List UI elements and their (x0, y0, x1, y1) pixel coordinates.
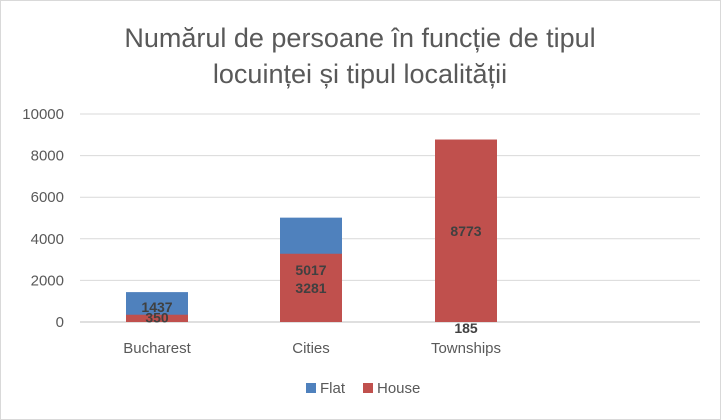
legend-label-house: House (377, 380, 420, 397)
y-tick-label: 6000 (31, 189, 64, 206)
legend-swatch-flat (306, 383, 316, 393)
x-tick-label: Townships (431, 340, 501, 357)
y-tick-label: 8000 (31, 148, 64, 165)
x-tick-label: Cities (292, 340, 330, 357)
chart-title-line-1: Numărul de persoane în funcție de tipul (124, 23, 595, 53)
data-label: 350 (145, 310, 169, 326)
y-tick-label: 2000 (31, 272, 64, 289)
legend-label-flat: Flat (320, 380, 346, 397)
bars (126, 139, 497, 322)
x-axis: Bucharest Cities Townships (123, 340, 501, 357)
gridlines (80, 113, 700, 323)
x-tick-label: Bucharest (123, 340, 191, 357)
legend: Flat House (306, 380, 420, 397)
data-label: 5017 (295, 262, 326, 278)
data-label: 185 (454, 320, 478, 336)
y-axis: 0 2000 4000 6000 8000 10000 (22, 106, 64, 331)
chart-title-line-2: locuinței și tipul localității (213, 59, 507, 89)
y-tick-label: 4000 (31, 231, 64, 248)
y-tick-label: 10000 (22, 106, 64, 123)
data-label: 3281 (295, 280, 326, 296)
y-tick-label: 0 (56, 314, 64, 331)
bar-house-cities (280, 253, 342, 322)
bar-house-townships (435, 139, 497, 322)
legend-swatch-house (363, 383, 373, 393)
data-label: 1437 (141, 299, 172, 315)
bar-house-bucharest (126, 314, 188, 322)
chart-title: Numărul de persoane în funcție de tipul … (124, 23, 595, 89)
data-label: 8773 (450, 223, 481, 239)
